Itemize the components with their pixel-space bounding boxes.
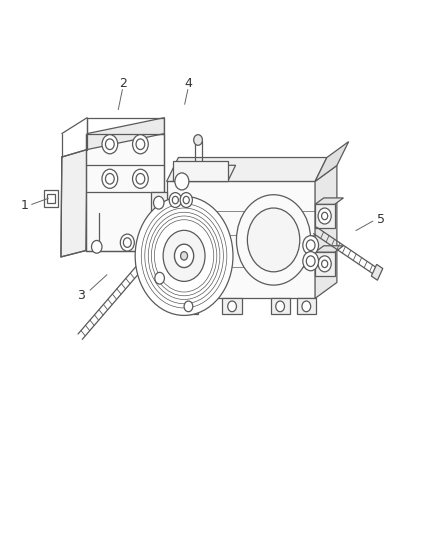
Circle shape [172, 196, 178, 204]
Polygon shape [315, 204, 335, 228]
Circle shape [120, 234, 134, 251]
Polygon shape [297, 298, 316, 314]
Polygon shape [136, 258, 147, 272]
Circle shape [180, 192, 192, 207]
Polygon shape [371, 264, 383, 280]
Polygon shape [315, 252, 335, 276]
Text: 1: 1 [21, 199, 28, 212]
Circle shape [303, 236, 318, 255]
Polygon shape [47, 193, 55, 203]
Circle shape [135, 196, 233, 316]
Circle shape [106, 139, 114, 150]
Circle shape [318, 256, 331, 272]
Polygon shape [223, 298, 242, 314]
Polygon shape [166, 158, 327, 181]
Polygon shape [315, 142, 349, 181]
Circle shape [228, 301, 237, 312]
Circle shape [303, 252, 318, 271]
Circle shape [180, 252, 187, 260]
Polygon shape [173, 165, 236, 181]
Circle shape [152, 240, 163, 253]
Text: 5: 5 [377, 213, 385, 226]
Circle shape [302, 301, 311, 312]
Circle shape [124, 238, 131, 247]
Circle shape [102, 135, 118, 154]
Polygon shape [173, 161, 228, 181]
Circle shape [136, 173, 145, 184]
Circle shape [102, 169, 118, 188]
Circle shape [174, 244, 194, 268]
Circle shape [133, 135, 148, 154]
Polygon shape [44, 190, 58, 207]
Text: 4: 4 [184, 77, 192, 90]
Circle shape [169, 192, 181, 207]
Polygon shape [315, 198, 343, 204]
Circle shape [247, 208, 300, 272]
Circle shape [163, 230, 205, 281]
Polygon shape [151, 192, 166, 213]
Circle shape [133, 169, 148, 188]
Text: 3: 3 [78, 289, 85, 302]
Circle shape [92, 240, 102, 253]
Circle shape [276, 301, 285, 312]
Circle shape [136, 139, 145, 150]
Polygon shape [166, 181, 315, 298]
Circle shape [306, 256, 315, 266]
Circle shape [321, 260, 328, 268]
Circle shape [318, 208, 331, 224]
Circle shape [175, 173, 189, 190]
Polygon shape [179, 298, 198, 314]
Polygon shape [271, 298, 290, 314]
Circle shape [183, 196, 189, 204]
Circle shape [155, 272, 164, 284]
Polygon shape [87, 118, 164, 150]
Circle shape [306, 240, 315, 251]
Polygon shape [315, 246, 343, 252]
Polygon shape [152, 269, 166, 288]
Circle shape [321, 212, 328, 220]
Polygon shape [86, 134, 164, 251]
Polygon shape [315, 165, 337, 298]
Circle shape [184, 301, 193, 312]
Circle shape [237, 195, 311, 285]
Circle shape [106, 173, 114, 184]
Circle shape [153, 196, 164, 209]
Text: 2: 2 [119, 77, 127, 90]
Circle shape [194, 135, 202, 146]
Polygon shape [61, 150, 87, 257]
